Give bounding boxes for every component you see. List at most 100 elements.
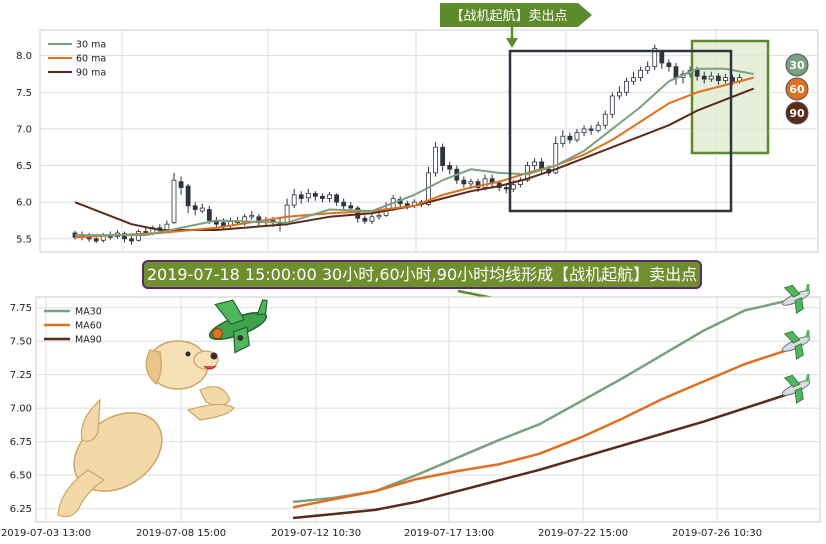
- candle-body: [595, 124, 601, 131]
- candle-body: [602, 113, 608, 126]
- top-y-tick-label: 7.0: [16, 124, 32, 135]
- candle-body: [341, 201, 347, 207]
- bottom-x-axis: 2019-07-03 13:00 2019-07-08 15:00 2019-07-…: [1, 528, 762, 539]
- candle-body: [249, 214, 255, 218]
- candle-body: [178, 181, 184, 188]
- candle-body: [588, 128, 594, 131]
- candle-body: [567, 135, 573, 141]
- bottom-legend: MA30 MA60 MA90: [44, 307, 102, 346]
- candle-body: [312, 192, 318, 197]
- candle-body: [129, 238, 134, 242]
- top-ma60-line: [74, 76, 754, 239]
- bottom-grid: [36, 297, 820, 522]
- dog-eye: [185, 351, 191, 357]
- dog-front-leg-2: [186, 403, 235, 421]
- top-banner: 【战机起航】卖出点: [440, 3, 592, 48]
- event-banner-text: 2019-07-18 15:00:00 30小时,60小时,90小时均线形成【战…: [147, 265, 697, 284]
- bottom-ma90-line: [292, 393, 787, 520]
- legend-label-ma60: MA60: [75, 321, 102, 332]
- legend-label-30ma: 30 ma: [76, 40, 106, 51]
- dog-hind-leg: [57, 469, 106, 518]
- bottom-chart: 6.25 6.50 6.75 7.00 7.25 7.50 7.75 2019-07-03 …: [1, 283, 821, 539]
- top-legend: 30 ma 60 ma 90 ma: [48, 40, 106, 79]
- ma90-tag: [785, 101, 809, 125]
- candle-body: [185, 185, 191, 207]
- plane-icon-ma60: [781, 329, 811, 360]
- candle-body: [305, 192, 311, 199]
- candle-body: [376, 214, 382, 218]
- bottom-y-tick-label: 7.50: [10, 337, 32, 348]
- candle-body: [666, 62, 672, 68]
- candle-body: [638, 69, 643, 79]
- event-banner: 2019-07-18 15:00:00 30小时,60小时,90小时均线形成【战…: [142, 260, 702, 310]
- candle-body: [574, 132, 580, 141]
- candle-body: [616, 91, 622, 97]
- top-y-tick-label: 8.0: [16, 51, 32, 62]
- candle-body: [298, 194, 304, 199]
- top-y-tick-label: 5.5: [16, 234, 32, 245]
- candle-body: [581, 128, 587, 133]
- candle-body: [440, 146, 446, 166]
- candle-body: [624, 80, 629, 93]
- candle-body: [503, 187, 509, 190]
- candle-body: [122, 233, 127, 240]
- candle-body: [199, 207, 205, 212]
- top-banner-shape: [440, 3, 592, 27]
- bottom-y-tick-label: 6.75: [10, 437, 32, 448]
- ma30-tag: [785, 53, 809, 77]
- bottom-ma60-line: [292, 349, 787, 509]
- candle-body: [475, 181, 481, 188]
- top-y-tick-label: 6.5: [16, 161, 32, 172]
- bottom-y-tick-label: 6.50: [10, 471, 32, 482]
- candle-body: [206, 209, 212, 221]
- candle-body: [221, 222, 226, 227]
- ma90-tag-label: 90: [789, 107, 805, 120]
- candle-body: [609, 95, 615, 115]
- bottom-x-tick-label: 2019-07-03 13:00: [1, 528, 91, 539]
- bottom-y-tick-label: 7.25: [10, 370, 32, 381]
- legend-label-ma90: MA90: [75, 335, 102, 346]
- candle-body: [93, 238, 99, 242]
- candle-body: [631, 77, 636, 82]
- candle-body: [468, 181, 474, 185]
- dog-illustration: [57, 340, 235, 518]
- candle-body: [673, 66, 679, 79]
- ma30-tag-label: 30: [789, 59, 805, 72]
- candle-body: [327, 194, 332, 199]
- candle-body: [192, 205, 198, 210]
- candle-body: [320, 195, 325, 199]
- dog-ear: [145, 349, 162, 385]
- plane-icon-ma90: [781, 373, 811, 404]
- candle-body: [715, 75, 721, 81]
- candle-body: [645, 66, 651, 71]
- selection-box: [508, 49, 733, 213]
- dog-tongue: [203, 365, 217, 370]
- candle-body: [334, 194, 339, 203]
- bottom-y-tick-label: 7.75: [10, 303, 32, 314]
- toy-plane-icon: [208, 299, 268, 354]
- top-y-tick-label: 7.5: [16, 88, 32, 99]
- candle-body: [355, 207, 361, 219]
- dog-nose: [210, 352, 218, 360]
- candle-body: [291, 194, 297, 206]
- candle-body: [482, 178, 488, 188]
- event-banner-box: [142, 260, 702, 289]
- legend-label-90ma: 90 ma: [76, 68, 106, 79]
- candle-body: [701, 75, 707, 80]
- legend-label-60ma: 60 ma: [76, 54, 106, 65]
- dog-tail: [80, 398, 101, 442]
- candle-body: [532, 161, 537, 166]
- candle-body: [659, 51, 665, 64]
- candle-body: [510, 184, 516, 190]
- ma60-tag-label: 60: [789, 83, 805, 96]
- candle-body: [433, 146, 438, 174]
- bottom-y-axis: 6.25 6.50 6.75 7.00 7.25 7.50 7.75: [10, 303, 32, 515]
- candle-body: [560, 135, 566, 144]
- top-banner-text: 【战机起航】卖出点: [450, 8, 567, 24]
- ma-tags: 30 60 90: [785, 53, 809, 125]
- top-chart: 5.5 6.0 6.5 7.0 7.5 8.0 30 ma 60 ma 90 ma 30 …: [16, 3, 819, 253]
- ma60-tag: [785, 77, 809, 101]
- candle-body: [362, 217, 368, 222]
- candle-body: [348, 205, 354, 209]
